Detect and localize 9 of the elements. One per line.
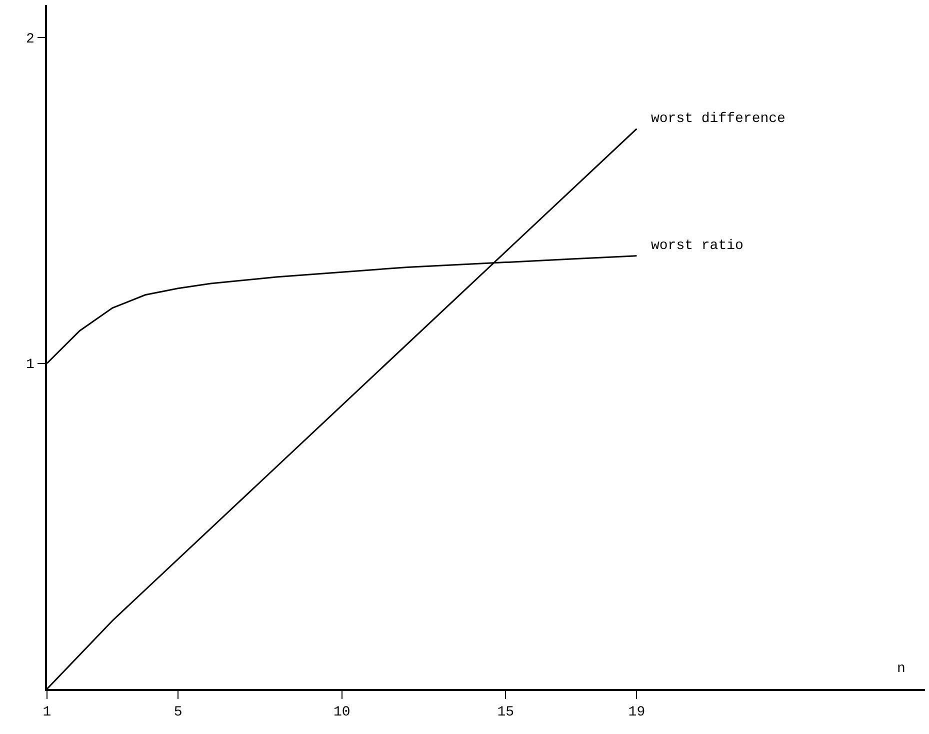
y-tick-label: 2 xyxy=(26,31,34,48)
x-tick-label: 1 xyxy=(42,704,52,721)
series-label: worst difference xyxy=(651,111,786,127)
x-tick-label: 19 xyxy=(628,704,646,721)
x-tick-label: 10 xyxy=(333,704,350,721)
x-axis-title: n xyxy=(897,661,906,677)
x-tick-label: 15 xyxy=(497,704,514,721)
series-label: worst ratio xyxy=(651,238,744,254)
x-tick-label: 5 xyxy=(174,704,182,721)
